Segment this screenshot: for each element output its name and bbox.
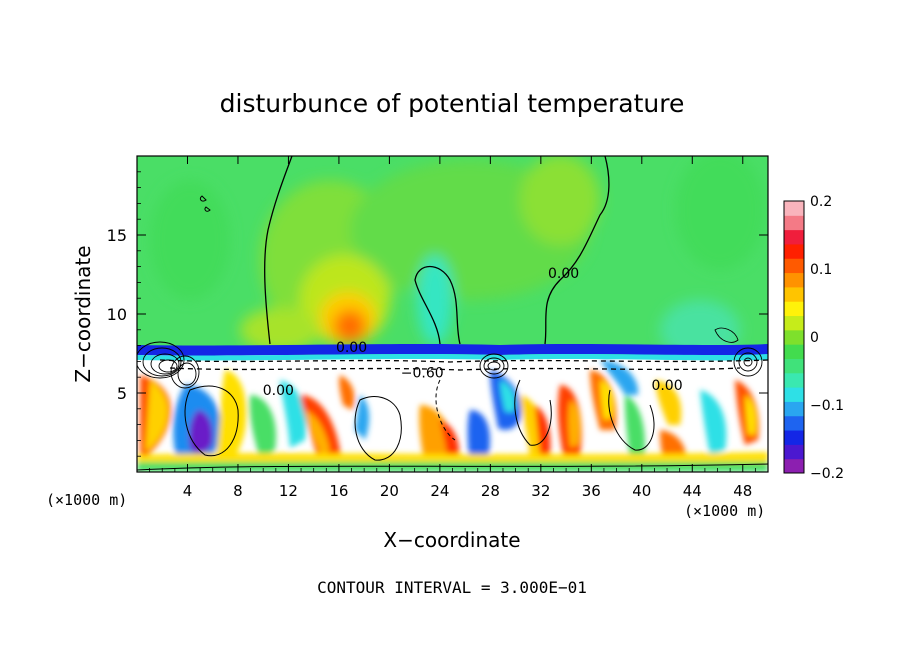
colorbar-frame (783, 200, 805, 474)
plot-area: 0.00 0.00 −0.60 0.00 0.00 (137, 156, 768, 472)
colorbar-swatch (784, 315, 804, 331)
contour-lower-2 (354, 396, 402, 461)
contour-clusters (137, 327, 763, 389)
contour-lower-5 (608, 389, 655, 451)
x-unit-right: (×1000 m) (684, 502, 765, 520)
colorbar-tick-label: 0.1 (810, 262, 832, 278)
colorbar-swatch (784, 272, 804, 288)
x-tick-label: 8 (233, 482, 243, 500)
contour-zero-right (544, 156, 610, 345)
contour-labels: 0.00 0.00 −0.60 0.00 0.00 (263, 266, 683, 399)
colorbar-labels: 0.2 0.1 0 −0.1 −0.2 (810, 194, 844, 482)
colorbar-tick-label: −0.2 (810, 466, 844, 482)
x-axis-label: X−coordinate (383, 528, 520, 552)
x-axis: 4 8 12 16 20 24 28 32 36 40 44 48 (149, 156, 756, 500)
colorbar-swatch (784, 401, 804, 417)
colorbar-swatch (784, 243, 804, 259)
inversion-band (137, 344, 768, 356)
inversion-band-edge (137, 354, 768, 361)
x-tick-label: 12 (279, 482, 298, 500)
colorbar-tick-label: 0.2 (810, 194, 832, 210)
y-tick-label: 5 (117, 384, 127, 403)
contour-small-top (199, 195, 211, 212)
contour-zero-plume (414, 265, 461, 345)
colorbar-swatch (784, 286, 804, 302)
contour-bottom-zero (137, 463, 768, 471)
colorbar-swatch (784, 344, 804, 359)
colorbar-tick-label: −0.1 (810, 398, 844, 414)
x-tick-label: 44 (683, 482, 702, 500)
contour-zero-upper (264, 156, 293, 345)
colorbar-swatches (784, 201, 804, 474)
contour-label: 0.00 (263, 383, 294, 399)
x-tick-label: 4 (183, 482, 193, 500)
x-tick-label: 24 (430, 482, 449, 500)
colorbar-swatch (784, 444, 804, 460)
contour-dashed-2 (169, 367, 741, 371)
x-tick-label: 28 (481, 482, 500, 500)
colorbar-swatch (784, 458, 804, 474)
colorbar-swatch (784, 329, 804, 345)
colorbar: 0.2 0.1 0 −0.1 −0.2 (783, 194, 844, 482)
field-lower-blobs (137, 360, 768, 472)
contour-dashed-1 (159, 359, 768, 363)
x-tick-label: 48 (733, 482, 752, 500)
colorbar-swatch (784, 415, 804, 431)
colorbar-swatch (784, 201, 804, 216)
contour-lower-1 (184, 385, 239, 457)
x-unit-left: (×1000 m) (46, 491, 127, 509)
colorbar-swatch (784, 229, 804, 245)
colorbar-swatch (784, 387, 804, 402)
contour-interval: CONTOUR INTERVAL = 3.000E−01 (317, 578, 587, 597)
colorbar-swatch (784, 372, 804, 388)
colorbar-tick-label: 0 (810, 330, 819, 346)
y-axis-label: Z−coordinate (71, 245, 95, 382)
contour-lines (137, 156, 768, 471)
y-axis: 5 10 15 (107, 171, 768, 457)
colorbar-swatch (784, 215, 804, 231)
contour-label: 0.00 (548, 266, 579, 282)
x-tick-label: 40 (632, 482, 651, 500)
x-tick-label: 32 (531, 482, 550, 500)
x-tick-label: 20 (380, 482, 399, 500)
x-tick-label: 16 (329, 482, 348, 500)
y-tick-label: 10 (107, 305, 127, 324)
contour-label: 0.00 (651, 378, 682, 394)
colorbar-swatch (784, 358, 804, 374)
colorbar-swatch (784, 301, 804, 317)
contour-label: 0.00 (336, 340, 367, 356)
contour-label: −0.60 (401, 365, 444, 381)
colorbar-swatch (784, 430, 804, 445)
contour-lower-3 (514, 379, 552, 446)
x-tick-label: 36 (582, 482, 601, 500)
colorbar-swatch (784, 258, 804, 274)
chart-title: disturbunce of potential temperature (220, 89, 685, 118)
y-tick-label: 15 (107, 226, 127, 245)
